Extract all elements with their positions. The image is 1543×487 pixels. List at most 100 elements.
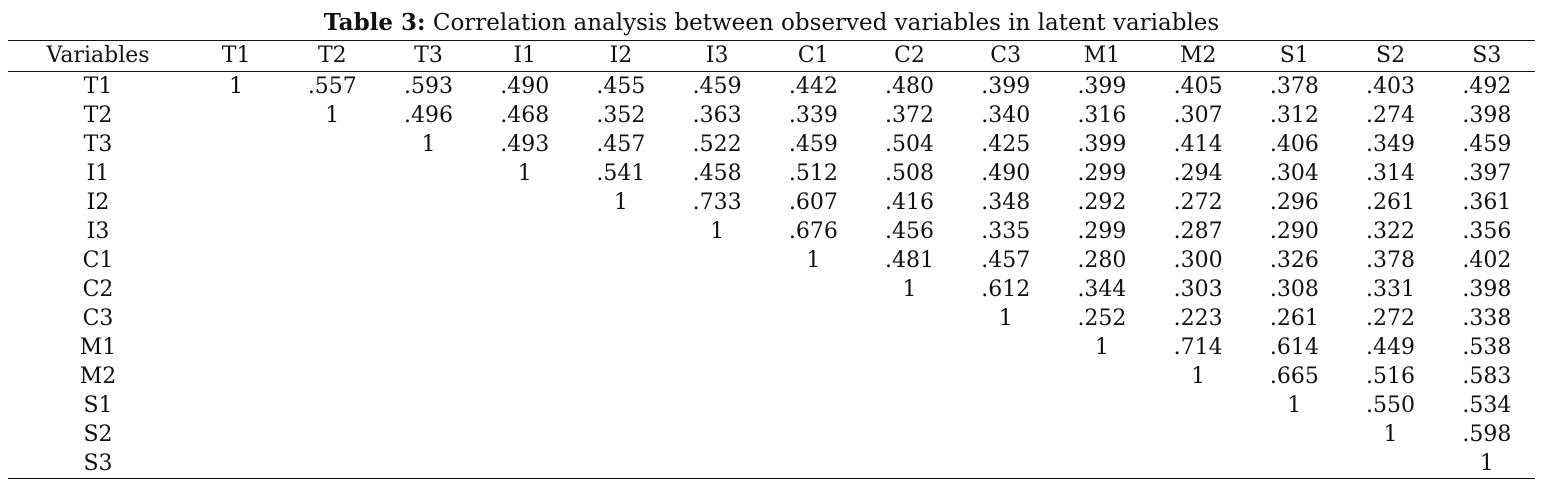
correlation-cell: .399 [1077, 131, 1127, 157]
correlation-cell [1053, 449, 1151, 479]
correlation-cell: .378 [1366, 247, 1416, 273]
correlation-cell [573, 362, 669, 391]
correlation-cell [477, 188, 573, 217]
correlation-cell: 1 [517, 160, 532, 186]
header-cell: T2 [284, 40, 381, 72]
correlation-cell: .339 [788, 102, 838, 128]
correlation-cell: .272 [1173, 189, 1223, 215]
correlation-cell: 1 [229, 73, 244, 99]
correlation-cell: 1 [902, 276, 917, 302]
correlation-cell [1246, 420, 1342, 449]
correlation-cell: .425 [981, 131, 1031, 157]
correlation-cell: .534 [1462, 392, 1512, 418]
correlation-cell: .583 [1462, 363, 1512, 389]
correlation-cell: .290 [1269, 218, 1319, 244]
table-row: T3 1 .493 .457 .522 .459 .504 .425 .399 .414 .406.… [8, 130, 1535, 159]
correlation-cell: .304 [1269, 160, 1319, 186]
correlation-cell [1054, 362, 1150, 391]
correlation-cell [765, 362, 861, 391]
correlation-cell [573, 391, 669, 420]
correlation-cell [380, 246, 476, 275]
correlation-cell: .612 [981, 276, 1031, 302]
header-cell-variables: Variables [8, 40, 188, 72]
correlation-cell [669, 420, 765, 449]
row-label-cell: C2 [82, 276, 114, 302]
correlation-cell: .456 [885, 218, 935, 244]
correlation-cell [380, 304, 476, 333]
correlation-cell [284, 246, 380, 275]
correlation-table: Variables T1 T2 T3 I1 I2 I3 C1 C2 C3 M1 M2 S1 S2 S3 T1… [8, 40, 1535, 479]
correlation-cell [765, 333, 861, 362]
correlation-cell [765, 420, 861, 449]
correlation-cell: .223 [1173, 305, 1223, 331]
correlation-cell: .480 [885, 73, 935, 99]
table-row: M2 1 .665 .516 .583 [8, 362, 1535, 391]
correlation-cell [188, 333, 284, 362]
correlation-cell: .287 [1173, 218, 1223, 244]
correlation-cell: .331 [1366, 276, 1416, 302]
correlation-cell [477, 391, 573, 420]
correlation-cell [380, 333, 476, 362]
correlation-cell [669, 333, 765, 362]
correlation-cell: .335 [981, 218, 1031, 244]
correlation-cell [861, 304, 957, 333]
correlation-cell [284, 391, 380, 420]
correlation-cell [284, 130, 380, 159]
correlation-cell: 1 [421, 131, 436, 157]
row-label-cell: C3 [82, 305, 114, 331]
table-row: I3 1 .676 .456 .335 .299 .287 .290 .322 .356 [8, 217, 1535, 246]
correlation-cell: .516 [1366, 363, 1416, 389]
header-cell: C3 [957, 40, 1054, 72]
correlation-cell [188, 159, 284, 188]
correlation-cell [572, 449, 670, 479]
correlation-cell: .496 [404, 102, 453, 128]
correlation-cell [188, 391, 284, 420]
table-row: T1 1 .557 .593 .490 .455 .459 .442 .480 .399 .399.… [8, 72, 1535, 102]
table-row: M1 1 .714 .614 .449 .538 [8, 333, 1535, 362]
correlation-cell: .314 [1366, 160, 1416, 186]
table-header: Variables T1 T2 T3 I1 I2 I3 C1 C2 C3 M1 M2 S1 S2 S3 [8, 40, 1535, 72]
correlation-cell: 1 [806, 247, 821, 273]
correlation-cell: 1 [1383, 421, 1398, 447]
header-cell: M2 [1150, 40, 1247, 72]
correlation-cell: .322 [1366, 218, 1416, 244]
correlation-cell: .372 [885, 102, 935, 128]
correlation-cell [284, 217, 380, 246]
correlation-cell: .414 [1173, 131, 1223, 157]
correlation-cell [380, 159, 476, 188]
header-cell: M1 [1053, 40, 1151, 72]
correlation-cell: .458 [692, 160, 742, 186]
correlation-cell [1342, 449, 1439, 479]
correlation-cell [284, 449, 381, 479]
correlation-cell [669, 275, 765, 304]
row-label-cell: T2 [83, 102, 113, 128]
correlation-cell [188, 420, 284, 449]
correlation-cell: .399 [981, 73, 1031, 99]
correlation-cell [1054, 420, 1150, 449]
row-label-cell: S2 [83, 421, 113, 447]
correlation-cell: .349 [1366, 131, 1416, 157]
correlation-cell: .405 [1173, 73, 1223, 99]
table-row: C1 1 .481 .457 .280 .300 .326 .378 .402 [8, 246, 1535, 275]
correlation-cell: .492 [1462, 73, 1512, 99]
correlation-cell: .459 [788, 131, 838, 157]
correlation-cell [669, 391, 765, 420]
row-label-cell: M1 [79, 334, 117, 360]
correlation-cell [669, 246, 765, 275]
correlation-cell: .459 [692, 73, 742, 99]
correlation-cell [477, 217, 573, 246]
correlation-cell [1246, 449, 1343, 479]
correlation-cell [573, 333, 669, 362]
correlation-cell: .598 [1462, 421, 1512, 447]
row-label-cell: I1 [86, 160, 110, 186]
correlation-cell [380, 188, 476, 217]
correlation-cell: .512 [788, 160, 838, 186]
correlation-cell: .361 [1462, 189, 1512, 215]
correlation-cell: .338 [1462, 305, 1512, 331]
correlation-cell [958, 391, 1054, 420]
correlation-cell [573, 304, 669, 333]
correlation-cell: .402 [1462, 247, 1512, 273]
table-row: C2 1 .612 .344 .303 .308 .331 .398 [8, 275, 1535, 304]
correlation-cell: .676 [788, 218, 838, 244]
